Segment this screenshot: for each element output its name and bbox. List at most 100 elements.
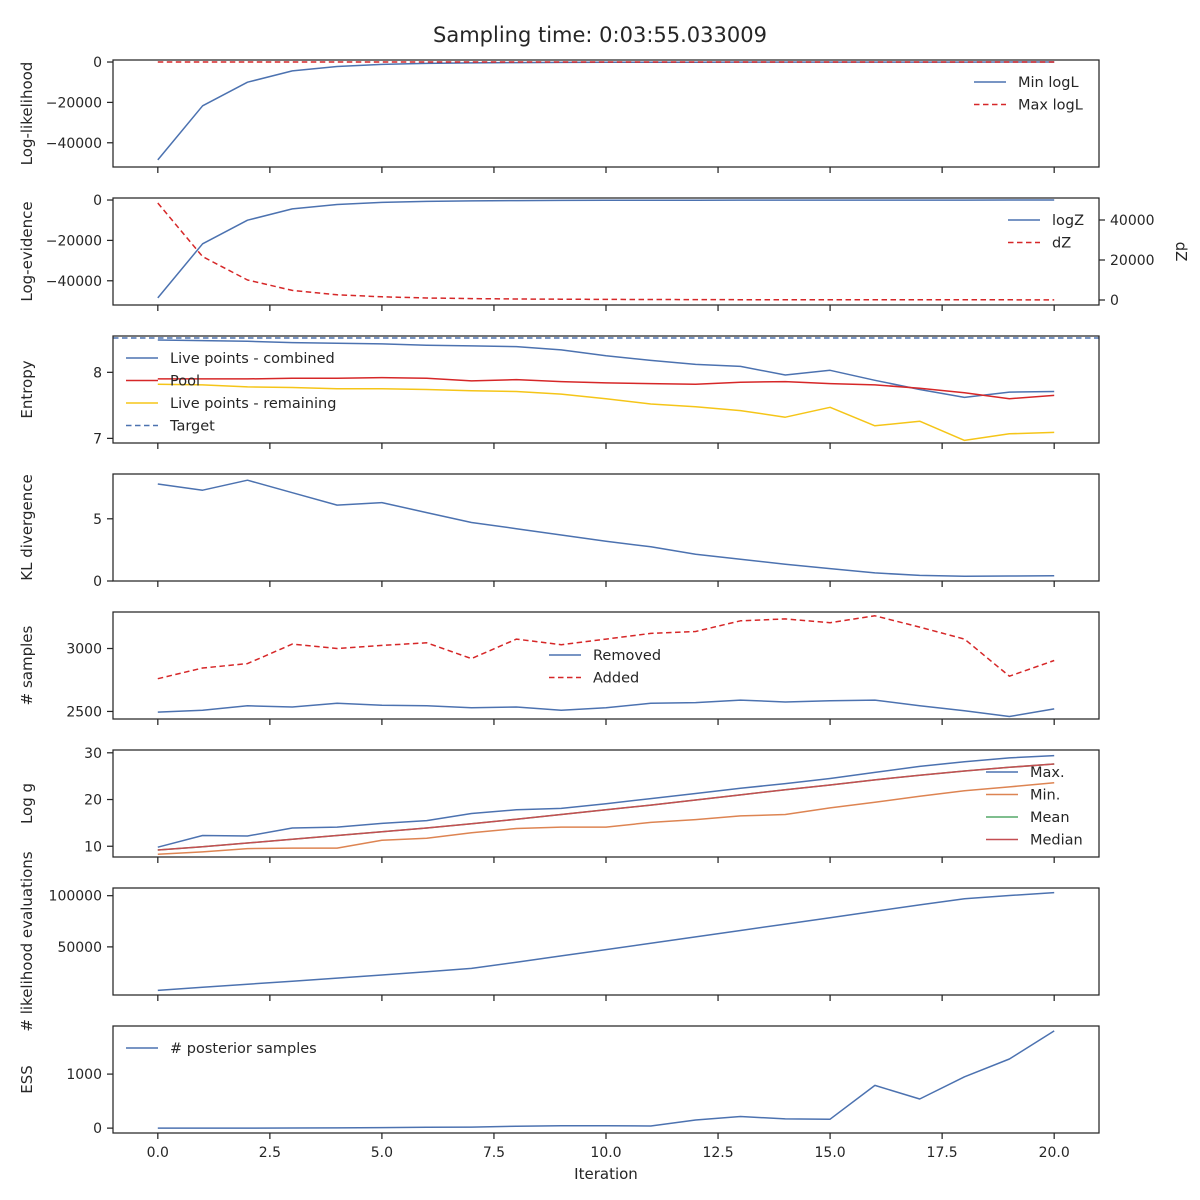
legend-label: Live points - remaining [170, 396, 336, 412]
legend: Max. Min. Mean Median [986, 765, 1083, 849]
y-tick-label: −20000 [46, 233, 102, 249]
panel-loglikelihood: 0 −20000 −40000 Log-likelihood Min logL Max l… [18, 55, 1100, 173]
series-line-posterior-samples [157, 1030, 1055, 1129]
series-line-dz [157, 202, 1055, 301]
series-group [157, 754, 1055, 855]
series-line-kl [157, 479, 1055, 578]
y-tick-label: 0 [93, 574, 102, 590]
series-group [157, 479, 1055, 578]
series-line-live-points-remaining [157, 383, 1055, 442]
y-axis-label: Log-evidence [18, 201, 36, 301]
x-tick-label: 2.5 [259, 1145, 281, 1161]
x-tick-label: 20.0 [1039, 1145, 1070, 1161]
y-tick-label: 0 [93, 1121, 102, 1137]
y-tick-label: −20000 [46, 95, 102, 111]
axes-frame [112, 197, 1100, 306]
y2-tick-label: 40000 [1110, 213, 1155, 229]
series-group [113, 337, 1099, 442]
series-line-removed [157, 699, 1055, 718]
legend-label: Max logL [1018, 98, 1083, 114]
legend-label: logZ [1052, 213, 1084, 229]
legend: Live points - combined Pool Live points - … [126, 351, 336, 435]
legend-label: # posterior samples [170, 1041, 317, 1057]
legend: logZ dZ [1008, 213, 1084, 252]
series-line-pool [157, 376, 1055, 400]
panel-entropy: 7 8 Entropy Live points - combinedPoolLive … [18, 335, 1100, 449]
y-axis-label: ESS [18, 1065, 36, 1094]
y-axis-label: KL divergence [18, 474, 36, 580]
series-line-likelihood_evals [157, 891, 1055, 992]
series-group [157, 199, 1055, 301]
x-tick-label: 17.5 [927, 1145, 958, 1161]
panel-kl: 0 5 KL divergence [18, 473, 1100, 590]
y-tick-label: −40000 [46, 274, 102, 290]
series-line-median [157, 763, 1055, 851]
y-tick-label: 3000 [66, 642, 102, 658]
legend-label: Max. [1030, 765, 1065, 781]
legend-label: Removed [593, 648, 661, 664]
series-line-mean [157, 763, 1055, 851]
series-group [157, 1030, 1055, 1129]
panel-ess: 0 1000 ESS # posterior samples [18, 1025, 1100, 1139]
x-tick-label: 5.0 [371, 1145, 393, 1161]
x-axis: 0.0 2.5 5.0 7.5 10.0 12.5 15.0 17.5 20.0 [147, 1145, 1070, 1161]
panel-logevidence: 0 −20000 −40000 0 20000 40000 dZ Log-evidence lo… [18, 193, 1190, 311]
axes-frame [112, 473, 1100, 582]
y-tick-label: 0 [93, 55, 102, 71]
y-axis-label: Log-likelihood [18, 62, 36, 166]
y-tick-label: 100000 [49, 889, 102, 905]
x-tick-label: 10.0 [590, 1145, 621, 1161]
legend-label: Min logL [1018, 75, 1079, 91]
y-tick-label: 2500 [66, 704, 102, 720]
y-axis-label: # samples [18, 625, 36, 705]
panels: 0 −20000 −40000 Log-likelihood Min logL Max l… [18, 55, 1190, 1139]
y-tick-label: 5 [93, 512, 102, 528]
y-tick-label: 0 [93, 193, 102, 209]
y-tick-label: 30 [84, 746, 102, 762]
series-line-logz [157, 199, 1055, 299]
x-axis-label: Iteration [574, 1165, 638, 1183]
legend-label: Mean [1030, 810, 1070, 826]
y-tick-label: 50000 [57, 940, 102, 956]
y-tick-label: 1000 [66, 1067, 102, 1083]
legend: Removed Added [549, 648, 661, 687]
axes-frame [112, 749, 1100, 858]
series-line-min [157, 781, 1055, 855]
axes-frame [112, 335, 1100, 444]
y2-tick-label: 0 [1110, 293, 1119, 309]
series-group [157, 891, 1055, 992]
panel-logg: 10 20 30 Log g Max. Min. Mean Median [18, 746, 1100, 863]
axes-frame [112, 1025, 1100, 1134]
axes-frame [112, 887, 1100, 996]
x-tick-label: 7.5 [483, 1145, 505, 1161]
x-tick-label: 12.5 [702, 1145, 733, 1161]
y-tick-label: 7 [93, 431, 102, 447]
x-tick-label: 0.0 [147, 1145, 169, 1161]
legend-label: Target [169, 419, 215, 435]
figure-title: Sampling time: 0:03:55.033009 [433, 23, 767, 47]
y-axis-label: Log g [18, 783, 36, 824]
x-tick-label: 15.0 [815, 1145, 846, 1161]
y-tick-label: 10 [84, 839, 102, 855]
series-line-max [157, 754, 1055, 848]
series-group [157, 615, 1055, 718]
legend-label: Median [1030, 833, 1083, 849]
y2-axis-label: dZ [1172, 242, 1190, 262]
y-tick-label: −40000 [46, 136, 102, 152]
legend-label: Min. [1030, 788, 1060, 804]
legend-label: Pool [170, 374, 200, 390]
y-tick-label: 8 [93, 365, 102, 381]
axes-frame [112, 611, 1100, 720]
series-group [157, 61, 1055, 161]
y-axis-label: Entropy [18, 360, 36, 418]
legend-label: dZ [1052, 236, 1071, 252]
y-axis-label: # likelihood evaluations [18, 851, 36, 1031]
series-line-added [157, 615, 1055, 680]
panel-likelihood_evals: 50000 100000 # likelihood evaluations [18, 851, 1100, 1032]
y2-tick-label: 20000 [1110, 253, 1155, 269]
panel-samples: 2500 3000 # samples Removed Added [18, 611, 1100, 725]
y-tick-label: 20 [84, 793, 102, 809]
axes-frame [112, 59, 1100, 168]
series-line-min-logl [157, 61, 1055, 161]
